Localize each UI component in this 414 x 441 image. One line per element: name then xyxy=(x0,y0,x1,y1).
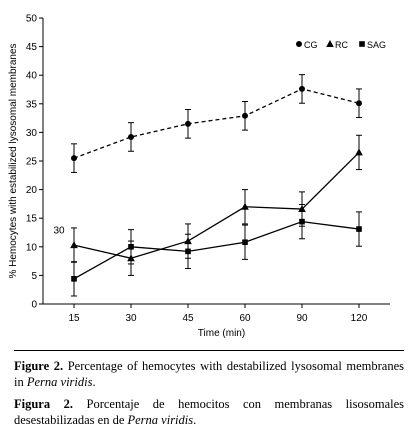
data-point xyxy=(299,218,305,225)
data-point xyxy=(296,41,302,47)
y-tick-label: 10 xyxy=(26,242,38,253)
y-tick-label: 30 xyxy=(26,128,38,139)
figure-caption-spanish: Figura 2. Porcentaje de hemocitos con me… xyxy=(14,396,404,428)
data-point xyxy=(355,148,363,156)
data-point xyxy=(242,239,248,246)
data-point xyxy=(71,276,77,282)
series-layer xyxy=(70,74,363,297)
caption-text: Porcentaje de hemocitos con membranas li… xyxy=(14,397,404,427)
caption-text: Percentage of hemocytes with destabilize… xyxy=(14,359,404,389)
y-tick-label: 40 xyxy=(26,71,38,82)
y-tick-label: 35 xyxy=(26,99,38,110)
y-axis-label: % Hemocytes with estabilized lysosomal m… xyxy=(8,43,19,278)
x-tick-label: 30 xyxy=(125,313,137,324)
series-rc xyxy=(70,134,363,276)
x-tick-label: 90 xyxy=(296,313,308,324)
caption-label: Figura 2. xyxy=(14,397,73,411)
caption-species: Perna viridis xyxy=(127,413,194,427)
y-tick-label: 5 xyxy=(31,271,37,282)
data-point xyxy=(356,100,362,107)
data-point xyxy=(326,40,334,47)
x-tick-label: 45 xyxy=(182,313,194,324)
hemocyte-line-chart: 0 5 10 15 20 25 30 35 40 45 50 15 30 45 60 90 120 CG RC SA… xyxy=(8,14,390,339)
annotation-label: 30 xyxy=(53,226,65,237)
data-point xyxy=(359,41,365,47)
data-point xyxy=(185,248,191,255)
caption-divider xyxy=(14,350,404,351)
series-sag xyxy=(71,203,362,297)
legend-label: SAG xyxy=(367,40,386,50)
x-tick-label: 15 xyxy=(68,313,80,324)
series-line xyxy=(73,88,360,159)
y-tick-label: 0 xyxy=(31,300,37,311)
series-line xyxy=(73,151,360,259)
y-tick-label: 20 xyxy=(26,185,38,196)
legend-label: CG xyxy=(304,40,318,50)
data-point xyxy=(185,120,191,127)
y-tick-label: 15 xyxy=(26,214,38,225)
data-point xyxy=(70,241,78,249)
x-axis-label: Time (min) xyxy=(198,328,245,339)
data-point xyxy=(128,244,134,250)
caption-text-end: . xyxy=(193,413,197,427)
data-point xyxy=(71,155,77,162)
figure-caption-english: Figure 2. Percentage of hemocytes with d… xyxy=(14,358,404,390)
y-tick-label: 50 xyxy=(26,14,38,25)
caption-text-end: . xyxy=(92,375,96,389)
series-cg xyxy=(71,74,362,173)
x-tick-label: 120 xyxy=(351,313,368,324)
axes: 0 5 10 15 20 25 30 35 40 45 50 15 30 45 60 90 120 xyxy=(26,14,390,324)
data-point xyxy=(299,85,305,92)
y-tick-label: 45 xyxy=(26,42,38,53)
y-tick-label: 25 xyxy=(26,157,38,168)
caption-species: Perna viridis xyxy=(26,375,93,389)
caption-label: Figure 2. xyxy=(14,359,64,373)
data-point xyxy=(356,226,362,232)
legend-label: RC xyxy=(335,40,348,50)
legend: CG RC SAG xyxy=(296,40,386,50)
data-point xyxy=(128,133,134,140)
series-line xyxy=(73,220,360,280)
data-point xyxy=(242,112,248,119)
x-tick-label: 60 xyxy=(239,313,251,324)
data-point xyxy=(241,202,249,210)
